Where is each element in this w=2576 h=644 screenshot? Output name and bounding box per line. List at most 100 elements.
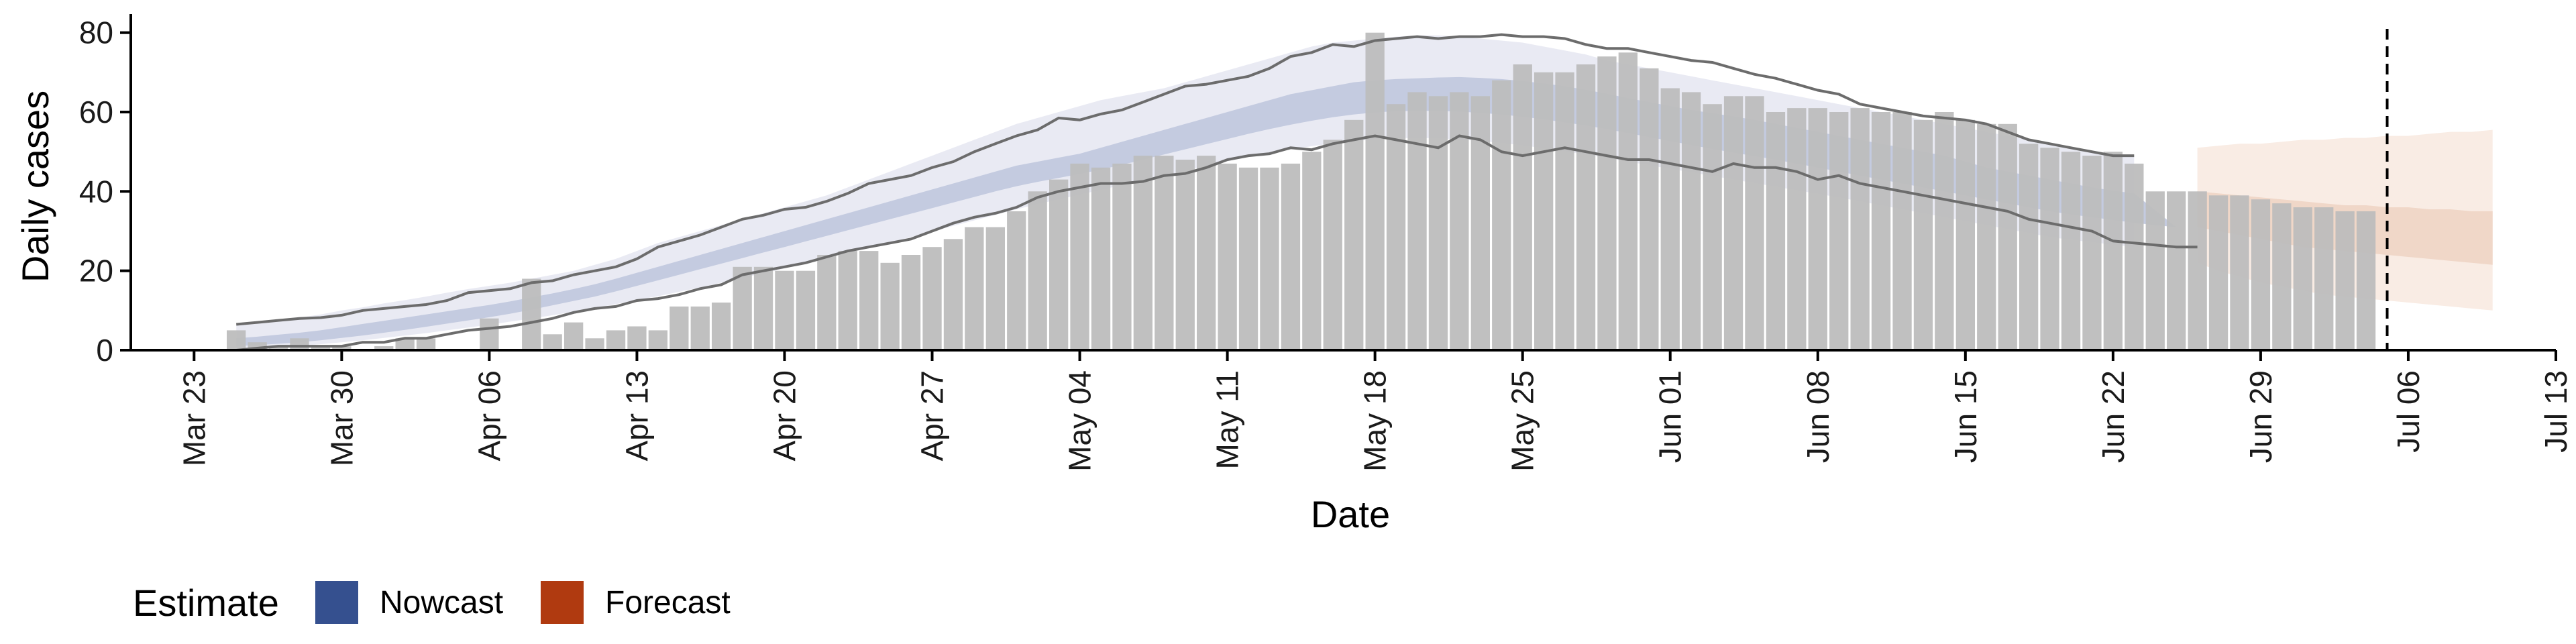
case-bar <box>1935 112 1954 350</box>
case-bar <box>1808 108 1827 350</box>
bars-layer <box>227 32 2376 351</box>
x-tick-label: Jun 08 <box>1801 370 1835 463</box>
legend-label-forecast: Forecast <box>605 585 731 621</box>
y-tick-label: 20 <box>79 254 113 288</box>
x-tick-label: Jul 13 <box>2538 370 2573 453</box>
case-bar <box>2145 191 2165 350</box>
case-bar <box>985 227 1005 350</box>
case-bar <box>1534 72 1554 351</box>
case-bar <box>648 330 667 350</box>
case-bar <box>880 262 900 350</box>
case-bar <box>1913 119 1933 351</box>
y-axis-title: Daily cases <box>14 91 56 282</box>
y-tick-label: 60 <box>79 95 113 129</box>
legend-swatch-nowcast <box>315 581 358 624</box>
case-bar <box>1070 163 1089 350</box>
x-tick-label: Jun 22 <box>2096 370 2131 463</box>
legend: Estimate Nowcast Forecast <box>133 581 731 624</box>
case-bar <box>1323 140 1342 350</box>
case-bar <box>606 330 626 350</box>
case-bar <box>1175 160 1195 350</box>
case-bar <box>1640 68 1659 351</box>
case-bar <box>901 255 921 350</box>
y-tick-label: 40 <box>79 174 113 209</box>
lines-layer <box>236 29 2389 352</box>
case-bar <box>2230 195 2249 351</box>
case-bar <box>1829 112 1849 350</box>
case-bar <box>796 270 816 350</box>
case-bar <box>480 318 499 350</box>
case-bar <box>859 251 879 350</box>
case-bar <box>311 346 331 350</box>
x-tick-label: May 11 <box>1210 370 1245 469</box>
case-bar <box>922 247 942 350</box>
x-tick-label: Jun 29 <box>2243 370 2278 463</box>
case-bar <box>2251 199 2271 350</box>
case-bar <box>1028 191 1047 350</box>
case-bar <box>1007 211 1026 350</box>
case-bar <box>1660 88 1680 350</box>
case-bar <box>1892 112 1912 350</box>
case-bar <box>1049 179 1069 350</box>
case-bar <box>1197 156 1216 350</box>
case-bar <box>1597 56 1617 350</box>
case-bar <box>2208 195 2229 351</box>
case-bar <box>1513 64 1532 350</box>
case-bar <box>1133 156 1152 350</box>
case-bar <box>1766 112 1786 350</box>
case-bar <box>395 338 415 351</box>
case-bar <box>1302 152 1322 350</box>
x-tick-label: Mar 23 <box>176 370 211 466</box>
case-bar <box>943 239 963 350</box>
case-bar <box>1955 119 1975 351</box>
case-bar <box>1787 108 1807 350</box>
case-bar <box>2061 152 2081 350</box>
x-tick-label: Jul 06 <box>2391 370 2426 453</box>
case-bar <box>332 346 352 350</box>
case-bar <box>712 303 731 350</box>
case-bar <box>585 338 604 351</box>
case-bar <box>1618 52 1638 351</box>
case-bar <box>1576 64 1596 350</box>
x-tick-label: Apr 27 <box>915 370 950 462</box>
case-bar <box>753 266 773 351</box>
x-tick-label: May 04 <box>1063 370 1097 472</box>
case-bar <box>1977 123 1996 351</box>
case-bar <box>1386 104 1406 350</box>
case-bar <box>2272 203 2292 350</box>
case-bar <box>1428 96 1448 351</box>
case-bar <box>1238 167 1258 351</box>
case-bar <box>1682 92 1701 350</box>
x-axis-title: Date <box>1311 493 1390 535</box>
case-bar <box>2125 163 2144 350</box>
case-bar <box>1260 167 1279 351</box>
lower-bound-line <box>236 134 2198 352</box>
case-bar <box>2167 191 2186 350</box>
case-bar <box>290 338 309 351</box>
y-tick-label: 80 <box>79 15 113 50</box>
axes-layer: 0 20 40 60 80 Mar 23 Mar 30 Apr 06 Apr 13 Apr 20 A… <box>79 14 2573 472</box>
case-bar <box>838 251 857 350</box>
case-bar <box>1407 92 1427 350</box>
case-bar <box>416 338 436 351</box>
legend-swatch-forecast <box>541 581 584 624</box>
case-bar <box>1218 163 1237 350</box>
case-bar <box>1281 163 1301 350</box>
case-bar <box>248 342 267 350</box>
case-bar <box>627 326 647 350</box>
case-bar <box>669 306 689 350</box>
case-bar <box>690 306 710 350</box>
case-bar <box>733 266 752 351</box>
case-bar <box>1155 156 1174 350</box>
case-bar <box>1703 104 1722 350</box>
case-bar <box>2356 211 2376 350</box>
case-bar <box>2082 156 2102 350</box>
case-bar <box>1091 167 1111 351</box>
x-tick-label: May 25 <box>1505 370 1540 472</box>
x-tick-label: May 18 <box>1358 370 1393 472</box>
case-bar <box>2314 207 2334 350</box>
case-bar <box>1344 119 1364 351</box>
case-bar <box>1470 96 1490 351</box>
